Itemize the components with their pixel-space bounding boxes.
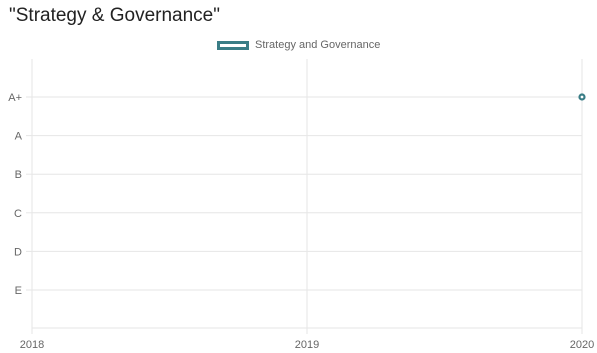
y-tick-label: A+ <box>8 92 22 104</box>
y-tick-label: B <box>15 169 22 181</box>
legend-swatch <box>217 40 249 50</box>
x-tick-label: 2020 <box>570 339 594 351</box>
chart-axes: A+ A B C D E 2018 2019 2020 <box>8 92 594 351</box>
y-tick-label: C <box>14 208 22 220</box>
chart-legend[interactable]: Strategy and Governance <box>217 38 380 52</box>
chart-points <box>578 93 586 101</box>
legend-label: Strategy and Governance <box>255 39 381 51</box>
chart-grid <box>31 59 583 334</box>
x-tick-label: 2019 <box>295 339 319 351</box>
y-tick-label: A <box>15 131 23 143</box>
y-tick-label: E <box>15 285 22 297</box>
x-tick-label: 2018 <box>20 339 44 351</box>
y-tick-label: D <box>14 246 22 258</box>
data-point[interactable] <box>578 93 586 101</box>
page-title: "Strategy & Governance" <box>9 5 220 26</box>
